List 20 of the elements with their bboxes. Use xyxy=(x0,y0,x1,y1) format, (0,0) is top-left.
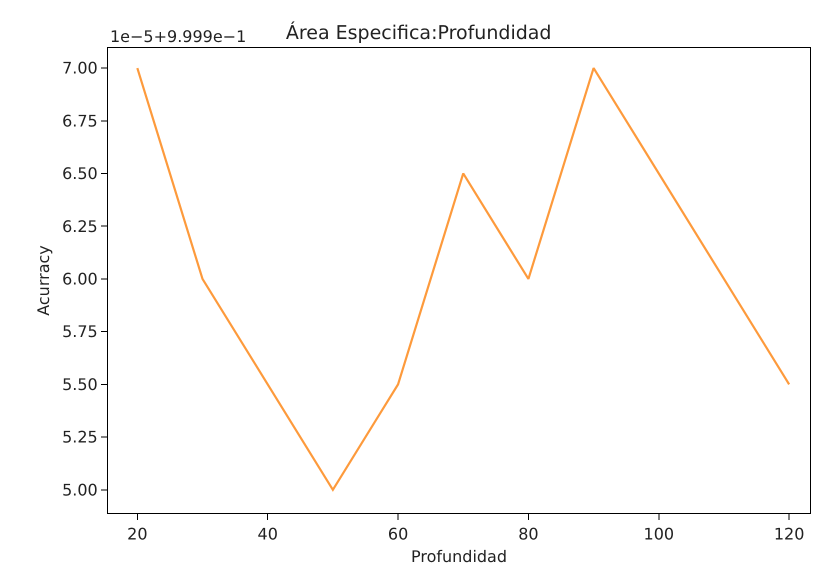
x-axis-title: Profundidad xyxy=(410,547,508,566)
y-tick-label: 6.75 xyxy=(62,111,98,130)
y-tick-label: 6.25 xyxy=(62,216,98,236)
y-tick-label: 7.00 xyxy=(62,58,98,78)
y-tick-label: 5.00 xyxy=(62,480,98,500)
y-tick-label: 5.25 xyxy=(62,428,98,447)
text: 1e−5+9.999e−1 xyxy=(110,27,246,46)
line-series xyxy=(136,66,790,491)
x-tick-label: 40 xyxy=(258,524,278,544)
y-tick-label: 5.75 xyxy=(62,322,98,342)
x-tick-label: 120 xyxy=(774,524,804,544)
y-tick-label: 6.00 xyxy=(62,270,98,289)
chart-title: Área Especifica:Profundidad xyxy=(286,21,552,44)
y-tick-label: 6.50 xyxy=(62,164,98,184)
x-tick-label: 80 xyxy=(518,524,539,544)
x-tick-label: 60 xyxy=(388,524,408,544)
x-tick-label: 100 xyxy=(644,524,674,544)
x-tick-label: 20 xyxy=(127,524,148,544)
y-axis-title: Acurracy xyxy=(34,245,53,316)
y-tick-label: 5.50 xyxy=(62,374,98,394)
